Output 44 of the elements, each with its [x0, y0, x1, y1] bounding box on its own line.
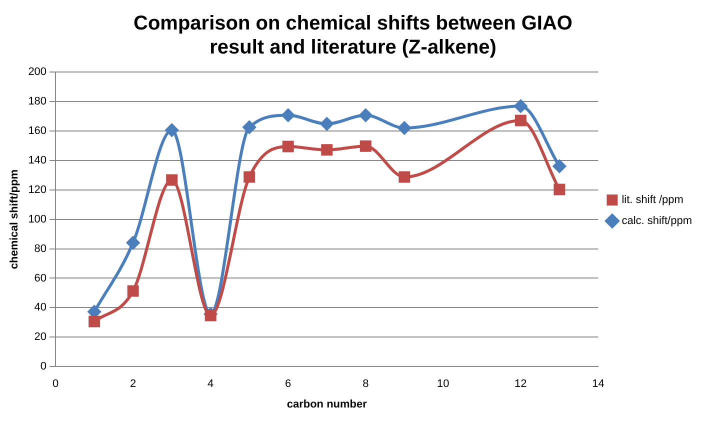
point	[360, 140, 372, 152]
y-tick-label: 120	[28, 184, 47, 196]
x-tick-label: 8	[362, 378, 369, 390]
point	[398, 121, 411, 134]
point	[166, 174, 178, 186]
x-tick-label: 14	[592, 378, 604, 390]
y-tick-label: 200	[28, 66, 47, 78]
y-tick-label: 180	[28, 95, 47, 108]
y-tick-label: 80	[34, 242, 47, 255]
point	[126, 236, 140, 250]
x-tick-label: 12	[514, 378, 527, 390]
point	[127, 285, 139, 297]
point	[204, 310, 216, 322]
x-axis-title: carbon number	[286, 398, 368, 410]
x-tick-label: 2	[130, 378, 136, 390]
chart-title: Comparison on chemical shifts between GIAO result and literature (Z-alkene)	[134, 12, 572, 59]
point	[244, 171, 256, 183]
y-tick-label: 100	[28, 213, 47, 226]
point	[554, 184, 566, 196]
point	[88, 316, 100, 328]
y-tick-label: 60	[34, 272, 47, 284]
y-tick-label: 40	[34, 302, 47, 314]
x-tick-label: 4	[208, 378, 214, 390]
x-tick-label: 0	[52, 378, 59, 390]
x-tick-label: 10	[437, 378, 450, 390]
point	[552, 160, 566, 173]
y-tick-label: 140	[28, 154, 47, 166]
point	[165, 124, 178, 137]
point	[242, 120, 256, 134]
legend-label: lit. shift /ppm	[622, 194, 684, 206]
y-tick-label: 20	[34, 331, 47, 344]
y-tick-label: 0	[40, 360, 47, 373]
point	[398, 171, 410, 183]
legend-label: calc. shift/ppm	[622, 215, 692, 228]
point	[514, 100, 528, 113]
y-axis-title: chemical shift/ppm	[8, 169, 21, 270]
point	[282, 140, 294, 152]
x-tick-label: 6	[285, 378, 292, 390]
point	[282, 108, 295, 122]
y-tick-label: 160	[28, 124, 47, 137]
point	[359, 108, 372, 122]
point	[320, 117, 334, 130]
point	[514, 114, 526, 126]
point	[321, 144, 333, 156]
